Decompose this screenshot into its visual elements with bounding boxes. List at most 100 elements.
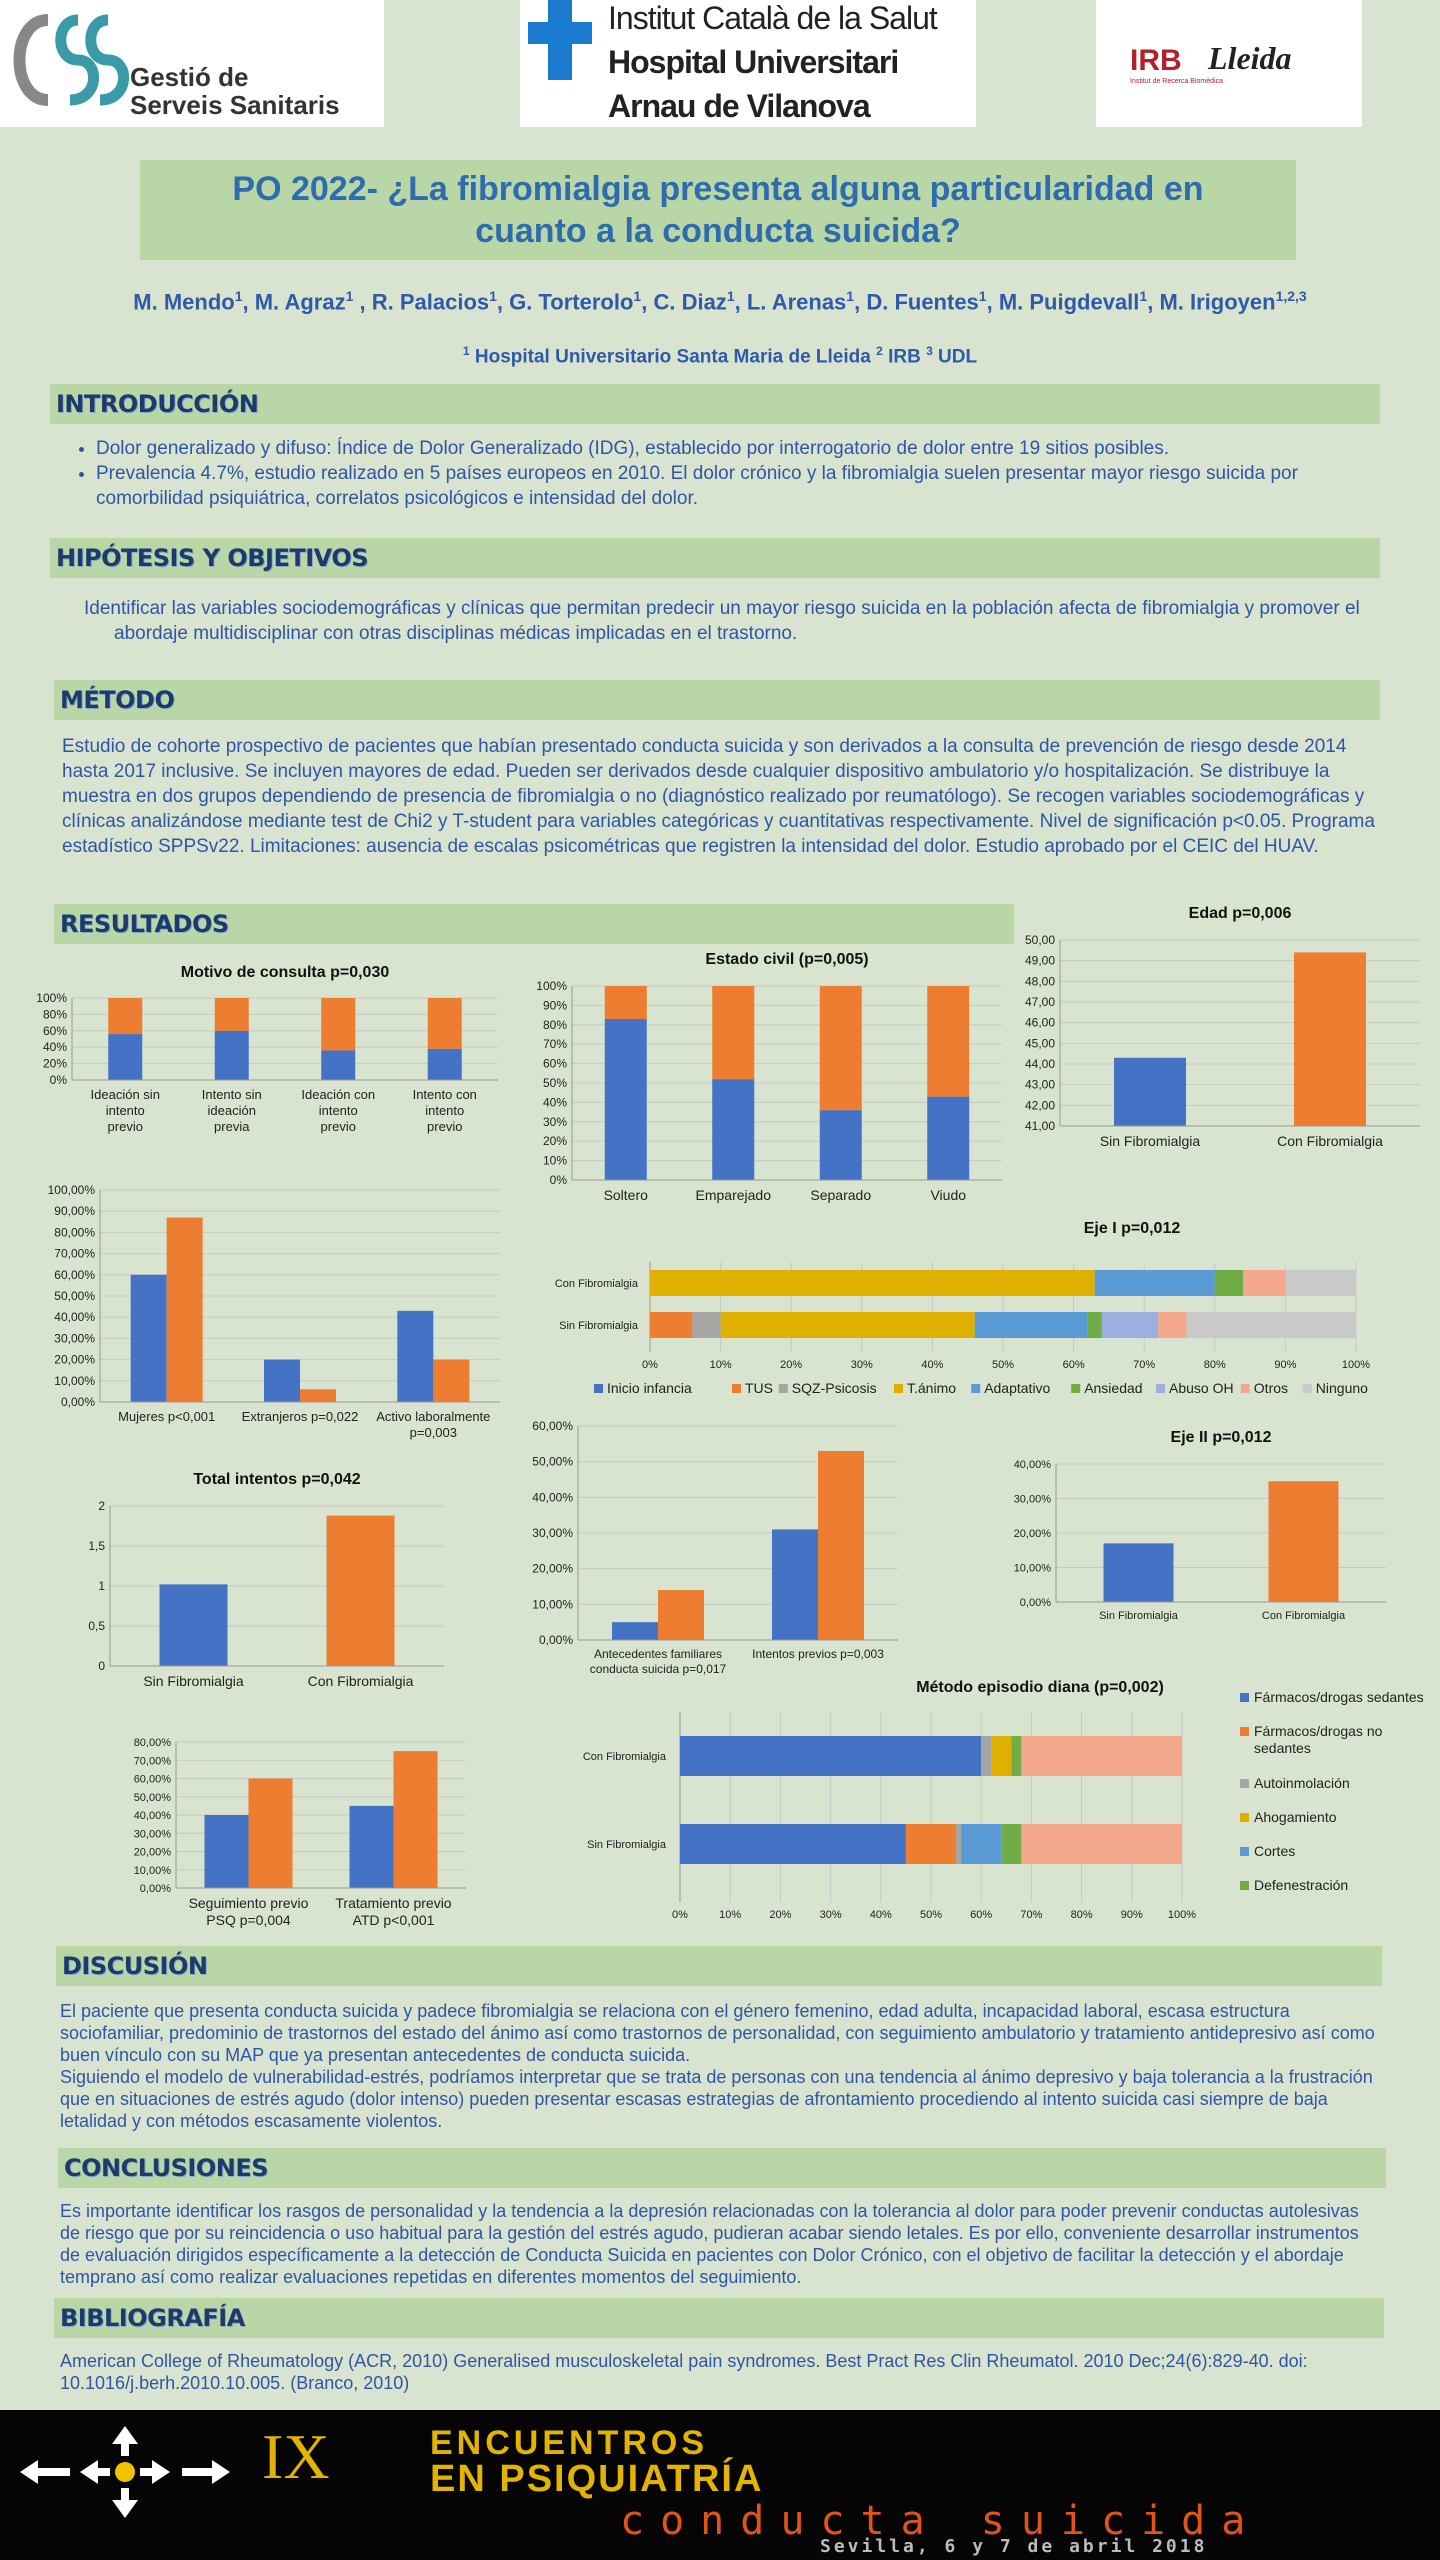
arrows-logo-icon [20,2426,230,2518]
y-tick-label: 30% [543,1115,567,1129]
bar [321,1050,356,1080]
y-tick-label: 90,00% [54,1204,95,1218]
bar [300,1389,336,1402]
y-tick-label: 100% [536,979,567,993]
legend-label: Fármacos/drogas no [1254,1723,1383,1739]
y-tick-label: 44,00 [1025,1057,1055,1071]
intro-bullet-1: Dolor generalizado y difuso: Índice de D… [96,436,1380,461]
y-tick-label: 70,00% [54,1247,95,1261]
x-tick-label: 60% [970,1909,992,1921]
y-tick-label: 20,00% [1014,1528,1052,1540]
legend-label: Ahogamiento [1254,1809,1337,1825]
discusion-p2: Siguiendo el modelo de vulnerabilidad-es… [60,2067,1373,2131]
legend-swatch [1156,1384,1165,1393]
x-category-label: previo [321,1119,356,1134]
x-tick-label: 90% [1121,1909,1143,1921]
affiliations-line: 1 Hospital Universitario Santa Maria de … [0,344,1440,368]
chart-title: Total intentos p=0,042 [193,1471,360,1488]
x-tick-label: 20% [769,1909,791,1921]
bar [427,998,462,1049]
legend-label: Adaptativo [984,1380,1050,1396]
bar [204,1815,249,1888]
bar-segment [1011,1736,1022,1776]
gss-line1: Gestió de [130,62,249,92]
results-charts: Motivo de consulta p=0,0300%20%40%60%80%… [36,905,1423,1928]
y-tick-label: 40,00% [1014,1459,1052,1471]
banner-numeral: IX [262,2421,330,2492]
y-tick-label: 70% [543,1037,567,1051]
y-category-label: Sin Fibromialgia [559,1320,639,1332]
x-category-label: intento [319,1103,358,1118]
metodo-body: Estudio de cohorte prospectivo de pacien… [62,736,1375,857]
x-category-label: Intentos previos p=0,003 [752,1647,884,1661]
y-tick-label: 80,00% [134,1737,172,1749]
y-tick-label: 60,00% [134,1774,172,1786]
y-tick-label: 60% [43,1024,67,1038]
y-tick-label: 30,00% [134,1828,172,1840]
y-tick-label: 40,00% [134,1810,172,1822]
bar [818,1450,864,1640]
discusion-body: El paciente que presenta conducta suicid… [60,2000,1380,2132]
legend-swatch [1240,1881,1249,1890]
bar [349,1805,394,1888]
bar-segment [1214,1270,1244,1296]
x-tick-label: 70% [1020,1909,1042,1921]
y-tick-label: 50,00 [1025,933,1055,947]
author-name: M. Puigdevall [998,289,1140,315]
y-tick-label: 10,00% [134,1865,172,1877]
bar [108,998,143,1035]
bar-segment [1021,1736,1182,1776]
y-tick-label: 20,00% [532,1562,573,1576]
y-tick-label: 50% [543,1076,567,1090]
y-tick-label: 40,00% [532,1490,573,1504]
x-tick-label: 0% [642,1359,658,1371]
event-banner: IX ENCUENTROS EN PSIQUIATRÍA conducta su… [0,2410,1440,2560]
y-tick-label: 0,00% [140,1883,171,1895]
x-tick-label: 80% [1204,1359,1226,1371]
bar [321,998,356,1051]
gss-logo: Gestió de Serveis Sanitaris [0,0,384,127]
discusion-heading: DISCUSIÓN [56,1946,1382,1986]
y-tick-label: 10,00% [532,1597,573,1611]
chart-title: Edad p=0,006 [1189,905,1292,922]
legend-label: TUS [745,1380,773,1396]
author-affil-sup: 1 [234,288,243,304]
bar [166,1217,203,1402]
y-tick-label: 20,00% [54,1353,95,1367]
bar-segment [680,1736,982,1776]
y-tick-label: 43,00 [1025,1078,1055,1092]
y-tick-label: 90% [543,998,567,1012]
chart-title: Motivo de consulta p=0,030 [181,964,390,981]
irb-sub: Institut de Recerca Biomèdica [1130,78,1223,85]
author-name: G. Torterolo [509,289,634,315]
author-affil-sup: 1 [489,288,497,304]
author-name: L. Arenas [746,289,847,315]
legend-swatch [971,1384,981,1393]
legend-label: Otros [1254,1380,1288,1396]
bar-segment [1001,1824,1022,1864]
legend-label: SQZ-Psicosis [792,1380,877,1396]
x-category-label: Mujeres p<0,001 [118,1409,215,1424]
bar [772,1529,818,1640]
bar [1268,1481,1339,1602]
bar [130,1274,167,1402]
bar [214,1030,249,1080]
bar-segment [680,1824,906,1864]
y-tick-label: 1 [98,1579,105,1593]
y-tick-label: 10,00% [54,1374,95,1388]
intro-heading: INTRODUCCIÓN [50,384,1380,424]
legend-swatch [1240,1779,1249,1788]
hospital-line2: Hospital Universitari [608,44,899,80]
x-category-label: Con Fibromialgia [1277,1133,1383,1149]
y-tick-label: 20% [43,1057,67,1071]
bar-segment [905,1824,957,1864]
discusion-p1: El paciente que presenta conducta suicid… [60,2001,1375,2065]
intro-body: Dolor generalizado y difuso: Índice de D… [60,436,1380,511]
bar [214,998,249,1031]
hospital-line1: Institut Català de la Salut [608,0,938,36]
intro-bullet-2: Prevalencia 4.7%, estudio realizado en 5… [96,461,1380,511]
x-category-label: Intento con [413,1087,477,1102]
bar-segment [1094,1270,1215,1296]
gss-line2: Serveis Sanitaris [130,90,340,120]
hospital-line3: Arnau de Vilanova [608,88,871,124]
